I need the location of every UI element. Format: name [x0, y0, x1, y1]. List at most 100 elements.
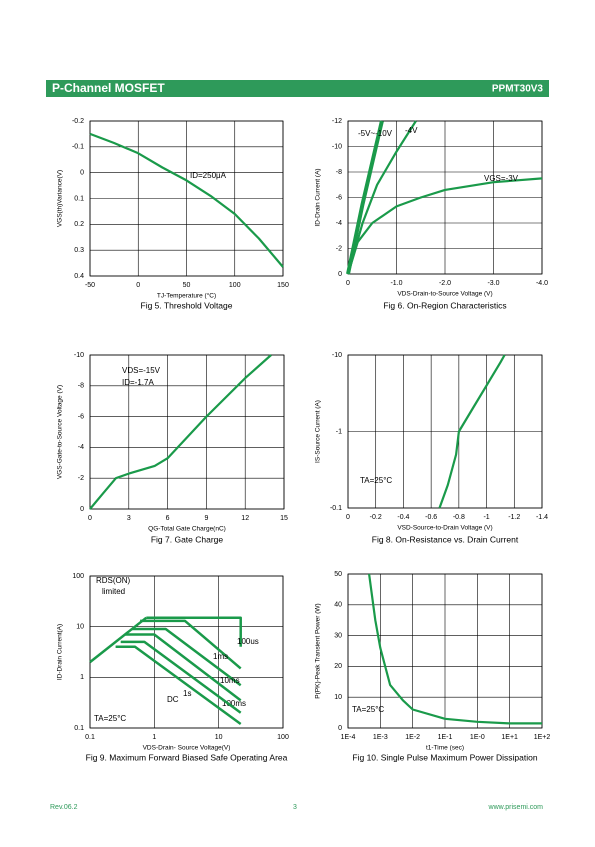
figure-caption: Fig 5. Threshold Voltage — [141, 300, 233, 310]
y-tick-label: -4 — [78, 444, 84, 451]
figure-caption: Fig 8. On-Resistance vs. Drain Current — [372, 534, 519, 544]
series-line — [438, 354, 506, 509]
y-axis-label: IS-Source Current (A) — [315, 400, 322, 463]
x-tick-label: -0.2 — [370, 514, 382, 521]
y-tick-label: 0.1 — [74, 195, 84, 202]
y-tick-label: 0.2 — [74, 221, 84, 228]
x-axis-label: VDS-Drain-to-Source Voltage (V) — [397, 291, 492, 298]
series-line — [89, 616, 148, 664]
y-tick-label: 10 — [334, 694, 342, 701]
x-tick-label: 0 — [346, 280, 350, 287]
y-tick-label: 0 — [80, 506, 84, 513]
y-tick-label: -12 — [332, 118, 342, 125]
y-tick-label: 0.4 — [74, 273, 84, 280]
y-tick-label: 0 — [80, 170, 84, 177]
series-line — [125, 633, 242, 702]
y-axis-label: P(PK)-Peak Transient Power (W) — [315, 603, 322, 698]
y-tick-label: -2 — [78, 475, 84, 482]
y-tick-label: -0.1 — [72, 144, 84, 151]
figure-caption: Fig 7. Gate Charge — [151, 534, 224, 544]
figure-caption: Fig 10. Single Pulse Maximum Power Dissi… — [352, 752, 537, 762]
x-tick-label: -50 — [85, 282, 95, 289]
x-tick-label: 150 — [277, 282, 289, 289]
x-axis-label: TJ-Temperature (°C) — [157, 292, 216, 300]
y-tick-label: 0 — [338, 271, 342, 278]
y-tick-label: 10 — [76, 624, 84, 631]
figure-caption: Fig 6. On-Region Characteristics — [383, 300, 506, 310]
x-tick-label: -1.0 — [390, 280, 402, 287]
x-tick-label: 1 — [152, 734, 156, 741]
x-tick-label: -1.2 — [508, 514, 520, 521]
y-tick-label: -0.1 — [330, 505, 342, 512]
series-line — [140, 619, 242, 670]
header-part: PPMT30V3 — [492, 84, 544, 95]
annotation: TA=25°C — [360, 476, 392, 485]
header-bar — [46, 80, 549, 97]
y-tick-label: -1 — [336, 428, 342, 435]
y-tick-label: 50 — [334, 571, 342, 578]
series-line — [89, 132, 284, 268]
x-tick-label: 15 — [280, 515, 288, 522]
x-tick-label: 1E-2 — [405, 734, 420, 741]
x-tick-label: 1E-1 — [438, 734, 453, 741]
y-tick-label: -2 — [336, 245, 342, 252]
x-tick-label: 1E-0 — [470, 734, 485, 741]
x-tick-label: 0 — [136, 282, 140, 289]
series-label: 10ms — [220, 676, 240, 685]
x-tick-label: 50 — [183, 282, 191, 289]
x-tick-label: 0 — [346, 514, 350, 521]
series-label: VGS=-3V — [484, 174, 519, 183]
x-tick-label: 0 — [88, 515, 92, 522]
series-line — [346, 120, 417, 275]
x-tick-label: 6 — [166, 515, 170, 522]
y-tick-label: -0.2 — [72, 118, 84, 125]
series-line — [132, 627, 242, 687]
x-tick-label: -1.4 — [536, 514, 548, 521]
x-axis-label: t1-Time (sec) — [426, 745, 464, 752]
x-tick-label: -0.8 — [453, 514, 465, 521]
annotation: ID=-1.7A — [122, 378, 154, 387]
x-axis-label: VSD-Source-to-Drain Voltage (V) — [397, 525, 492, 532]
x-tick-label: 1E+1 — [501, 734, 518, 741]
series-label: DC — [167, 695, 179, 704]
y-tick-label: 40 — [334, 602, 342, 609]
y-tick-label: -10 — [332, 352, 342, 359]
x-tick-label: 1E-3 — [373, 734, 388, 741]
annotation: limited — [102, 587, 125, 596]
x-axis-label: VDS-Drain- Source Voltage(V) — [143, 745, 231, 752]
y-tick-label: 0.1 — [74, 725, 84, 732]
series-line — [120, 640, 242, 714]
y-tick-label: -6 — [78, 413, 84, 420]
y-tick-label: -10 — [74, 352, 84, 359]
x-tick-label: -4.0 — [536, 280, 548, 287]
header-title: P-Channel MOSFET — [52, 81, 165, 95]
x-tick-label: -1 — [483, 514, 489, 521]
x-tick-label: 12 — [241, 515, 249, 522]
series-label: 1s — [183, 689, 191, 698]
x-tick-label: 9 — [204, 515, 208, 522]
series-line — [368, 573, 542, 725]
y-tick-label: 0.3 — [74, 247, 84, 254]
y-axis-label: ID-Drain Current (A) — [315, 168, 322, 226]
figure-caption: Fig 9. Maximum Forward Biased Safe Opera… — [86, 752, 288, 762]
x-tick-label: -3.0 — [487, 280, 499, 287]
series-label: 100us — [237, 637, 259, 646]
series-line — [346, 120, 384, 275]
y-tick-label: 20 — [334, 663, 342, 670]
x-axis-label: QG-Total Gate Charge(nC) — [148, 526, 226, 533]
series-label: -5V~-10V — [358, 129, 393, 138]
series-line — [146, 616, 242, 647]
x-tick-label: 0.1 — [85, 734, 95, 741]
y-tick-label: 30 — [334, 632, 342, 639]
annotation: ID=250μA — [190, 171, 227, 180]
series-label: 100ms — [222, 699, 246, 708]
series-line — [115, 645, 242, 726]
x-tick-label: 3 — [127, 515, 131, 522]
y-tick-label: 0 — [338, 725, 342, 732]
footer-page: 3 — [293, 804, 297, 811]
series-label: -4V — [405, 126, 418, 135]
y-tick-label: -8 — [78, 383, 84, 390]
y-axis-label: ID-Drain Current(A) — [57, 624, 64, 680]
